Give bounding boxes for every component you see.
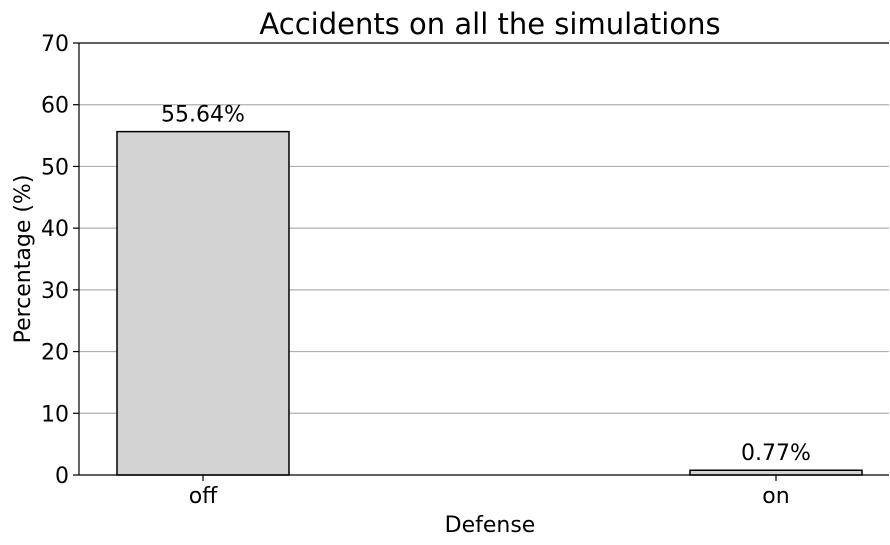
x-tick-label: off <box>189 484 218 509</box>
value-label: 0.77% <box>741 441 811 466</box>
y-tick-label: 0 <box>55 464 69 489</box>
y-tick-label: 30 <box>41 279 69 304</box>
y-tick-label: 40 <box>41 217 69 242</box>
y-tick-label: 10 <box>41 402 69 427</box>
bar-on <box>689 469 863 476</box>
y-tick-label: 50 <box>41 155 69 180</box>
x-ticks: off on <box>189 475 790 509</box>
value-labels: 55.64% 0.77% <box>161 103 811 467</box>
y-tick-label: 60 <box>41 94 69 119</box>
y-tick-label: 20 <box>41 341 69 366</box>
y-axis-label: Percentage (%) <box>11 175 36 344</box>
axes <box>78 42 889 476</box>
bars <box>116 130 863 476</box>
x-tick-label: on <box>762 484 789 509</box>
value-label: 55.64% <box>161 103 245 128</box>
y-ticks: 0 10 20 30 40 50 60 70 <box>41 32 79 489</box>
bar-off <box>116 130 290 476</box>
x-axis-label: Defense <box>445 513 536 538</box>
y-tick-label: 70 <box>41 32 69 57</box>
chart-title: Accidents on all the simulations <box>259 7 720 41</box>
